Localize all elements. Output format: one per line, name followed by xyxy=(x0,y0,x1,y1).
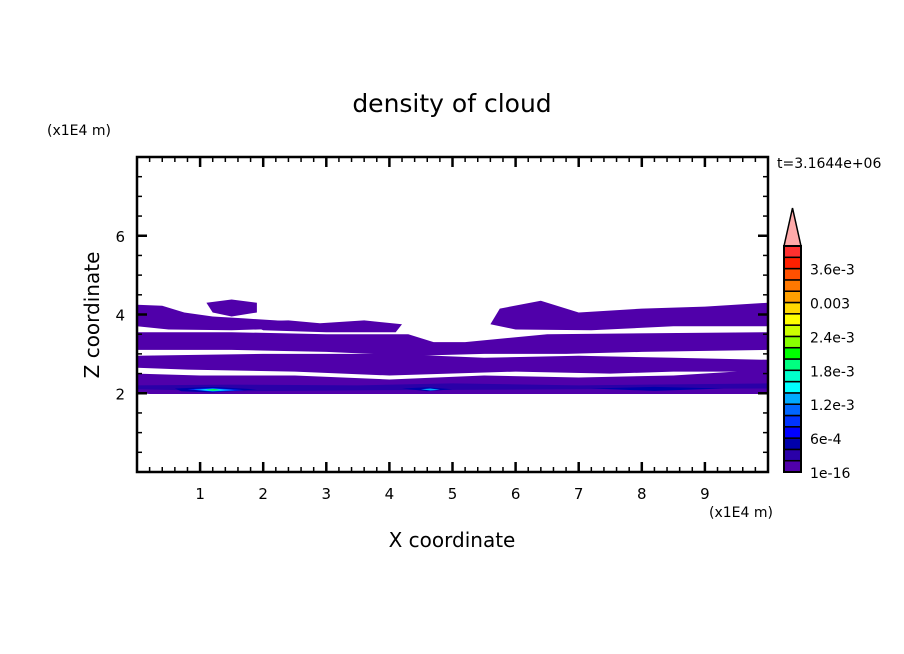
colorbar-label: 1.2e-3 xyxy=(810,398,855,414)
contour-region xyxy=(591,386,724,391)
time-label: t=3.1644e+06 xyxy=(777,156,881,172)
colorbar-band xyxy=(783,346,802,360)
y-tick-label: 4 xyxy=(115,307,125,325)
colorbar-label: 0.003 xyxy=(810,297,850,313)
colorbar-band xyxy=(783,279,802,292)
colorbar-band xyxy=(783,290,802,304)
colorbar-extend-triangle xyxy=(783,207,802,247)
colorbar-band xyxy=(783,459,802,473)
x-unit-label: (x1E4 m) xyxy=(709,505,773,521)
colorbar-band xyxy=(783,313,802,326)
colorbar-band xyxy=(783,335,802,349)
colorbar-band xyxy=(783,324,802,338)
x-tick-label: 2 xyxy=(258,485,268,503)
contour-region xyxy=(420,388,440,391)
x-tick-label: 6 xyxy=(511,485,521,503)
y-unit-label: (x1E4 m) xyxy=(47,123,111,139)
contour-region xyxy=(137,353,768,376)
colorbar-band xyxy=(783,301,802,315)
colorbar-frame xyxy=(783,245,802,473)
y-axis-label: Z coordinate xyxy=(80,252,104,379)
colorbar-band xyxy=(783,414,802,428)
colorbar-label: 6e-4 xyxy=(810,432,842,448)
colorbar: 1e-16 6e-4 1.2e-3 1.8e-3 2.4e-3 0.003 3.6e-3 xyxy=(783,207,855,482)
x-tick-label: 8 xyxy=(637,485,647,503)
x-tick-label: 4 xyxy=(385,485,395,503)
contour-region xyxy=(137,332,768,356)
x-tick-label: 1 xyxy=(195,485,205,503)
x-tick-label: 9 xyxy=(700,485,710,503)
colorbar-band xyxy=(783,256,802,270)
x-axis-label: X coordinate xyxy=(389,528,516,552)
contour-region xyxy=(137,383,768,392)
colorbar-band xyxy=(783,369,802,383)
contour-region xyxy=(206,389,221,391)
colorbar-band xyxy=(783,403,802,417)
colorbar-label: 1e-16 xyxy=(810,466,850,482)
contour-region xyxy=(244,320,402,333)
chart-title: density of cloud xyxy=(352,89,551,118)
colorbar-band xyxy=(783,426,802,439)
colorbar-band xyxy=(783,392,802,405)
colorbar-label: 3.6e-3 xyxy=(810,263,855,279)
y-tick-label: 6 xyxy=(115,228,125,246)
colorbar-band xyxy=(783,380,802,394)
contour-region xyxy=(490,300,768,331)
x-tick-label: 7 xyxy=(574,485,584,503)
axes: 1 2 3 4 5 6 7 8 9 2 4 6 xyxy=(115,155,770,503)
colorbar-band xyxy=(783,437,802,451)
contour-regions xyxy=(137,299,768,394)
x-tick-label: 3 xyxy=(322,485,332,503)
colorbar-band xyxy=(783,448,802,462)
y-tick-label: 2 xyxy=(115,385,125,403)
colorbar-band xyxy=(783,358,802,372)
contour-region xyxy=(206,299,257,317)
x-tick-label: 5 xyxy=(448,485,458,503)
colorbar-label: 1.8e-3 xyxy=(810,364,855,380)
colorbar-band xyxy=(783,267,802,281)
colorbar-band xyxy=(783,245,802,259)
colorbar-label: 2.4e-3 xyxy=(810,330,855,346)
